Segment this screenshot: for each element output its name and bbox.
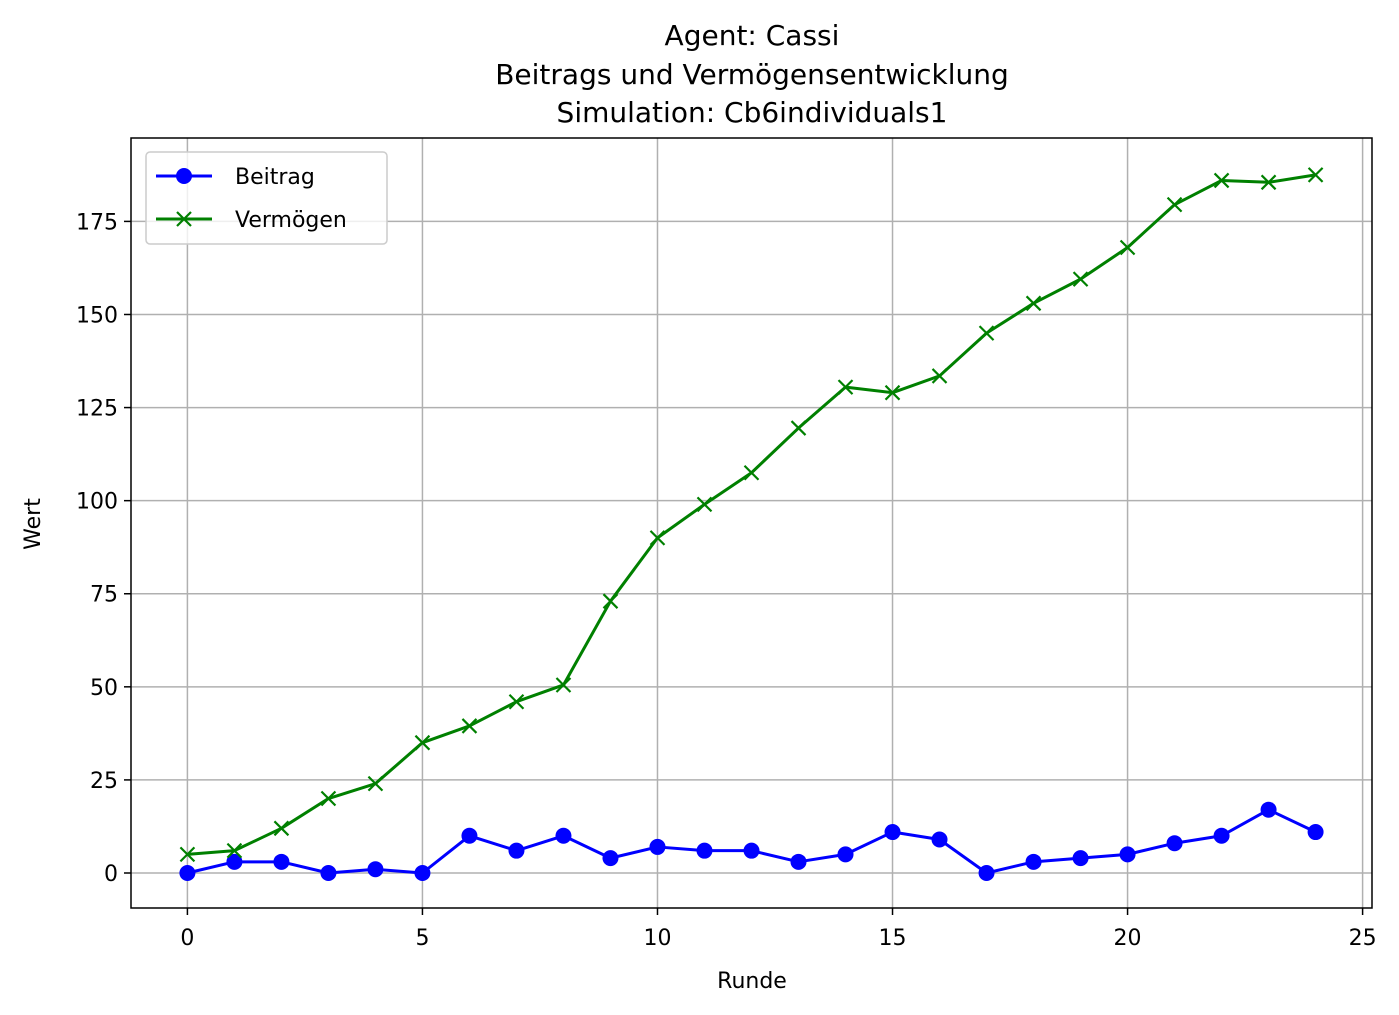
- data-point-vermoegen: [649, 530, 666, 546]
- legend-label-beitrag: Beitrag: [235, 165, 315, 190]
- data-point-beitrag: [273, 853, 290, 870]
- data-point-beitrag: [1072, 850, 1089, 867]
- data-point-beitrag: [837, 846, 854, 863]
- data-point-beitrag: [555, 827, 572, 844]
- data-point-vermoegen: [508, 693, 525, 710]
- data-point-beitrag: [743, 842, 760, 859]
- data-point-beitrag: [508, 842, 525, 859]
- y-tick-label: 50: [90, 676, 118, 701]
- y-tick-label: 100: [76, 490, 118, 515]
- data-point-vermoegen: [414, 734, 431, 751]
- data-point-vermoegen: [837, 379, 854, 395]
- ticks: 0 5 10 15 20 25 0 25 50 75 100 125 150 175: [76, 210, 1377, 951]
- x-tick-label: 20: [1114, 926, 1142, 951]
- data-point-beitrag: [1166, 835, 1183, 852]
- data-point-beitrag: [320, 865, 337, 881]
- y-axis-label: Wert: [21, 498, 46, 550]
- data-point-beitrag: [1119, 846, 1136, 863]
- data-point-beitrag: [884, 824, 901, 841]
- y-tick-label: 75: [90, 583, 118, 608]
- grid: [131, 138, 1372, 908]
- y-tick-label: 175: [76, 210, 118, 235]
- y-tick-label: 25: [90, 769, 118, 794]
- data-point-vermoegen: [1025, 295, 1042, 312]
- data-point-beitrag: [367, 861, 384, 878]
- data-point-beitrag: [931, 831, 948, 848]
- legend: Beitrag Vermögen: [145, 151, 388, 245]
- data-point-beitrag: [649, 838, 666, 855]
- data-point-vermoegen: [461, 718, 478, 734]
- x-axis-label: Runde: [717, 969, 787, 994]
- chart-title-line-2: Beitrags und Vermögensentwicklung: [495, 58, 1009, 91]
- legend-marker-beitrag: [176, 168, 192, 184]
- data-point-beitrag: [602, 850, 619, 867]
- chart-title: Agent: Cassi Beitrags und Vermögensentwi…: [495, 19, 1009, 129]
- data-point-vermoegen: [696, 496, 713, 513]
- data-point-vermoegen: [226, 842, 243, 859]
- data-point-beitrag: [226, 853, 243, 870]
- data-point-beitrag: [1307, 824, 1324, 841]
- plot-frame: [130, 137, 1373, 909]
- data-point-vermoegen: [1213, 172, 1230, 189]
- chart-title-line-3: Simulation: Cb6individuals1: [557, 96, 948, 129]
- data-point-beitrag: [978, 865, 995, 881]
- series-line-beitrag: [187, 808, 1317, 875]
- data-point-vermoegen: [273, 820, 290, 837]
- data-point-vermoegen: [602, 593, 619, 609]
- data-point-vermoegen: [931, 368, 948, 384]
- data-point-vermoegen: [179, 846, 196, 863]
- data-point-beitrag: [1025, 853, 1042, 870]
- data-point-beitrag: [179, 865, 196, 881]
- data-point-beitrag: [1213, 827, 1230, 844]
- y-tick-label: 0: [104, 862, 118, 887]
- x-tick-label: 0: [180, 926, 194, 951]
- series: [179, 167, 1324, 881]
- data-point-vermoegen: [1166, 196, 1183, 213]
- data-point-beitrag: [790, 853, 807, 870]
- series-line-vermoegen: [187, 173, 1316, 856]
- legend-label-vermoegen: Vermögen: [235, 208, 347, 233]
- series-beitrag: [179, 801, 1324, 881]
- x-tick-label: 15: [879, 926, 907, 951]
- series-vermoegen: [179, 167, 1324, 863]
- data-point-vermoegen: [1307, 167, 1324, 183]
- data-point-vermoegen: [790, 420, 807, 436]
- data-point-vermoegen: [743, 464, 760, 481]
- chart-title-line-1: Agent: Cassi: [665, 19, 840, 52]
- data-point-beitrag: [414, 865, 431, 881]
- data-point-beitrag: [461, 827, 478, 844]
- data-point-vermoegen: [884, 384, 901, 401]
- data-point-vermoegen: [978, 325, 995, 341]
- legend-marker-vermoegen: [176, 211, 192, 227]
- data-point-beitrag: [1260, 801, 1277, 818]
- y-tick-label: 150: [76, 303, 118, 328]
- data-point-vermoegen: [320, 790, 337, 807]
- data-point-vermoegen: [1119, 239, 1136, 256]
- y-tick-label: 125: [76, 397, 118, 422]
- x-tick-label: 25: [1349, 926, 1377, 951]
- data-point-beitrag: [696, 842, 713, 859]
- data-point-vermoegen: [1260, 174, 1277, 191]
- data-point-vermoegen: [1072, 271, 1089, 287]
- data-point-vermoegen: [367, 775, 384, 792]
- x-tick-label: 5: [415, 926, 429, 951]
- x-tick-label: 10: [643, 926, 671, 951]
- data-point-vermoegen: [555, 677, 572, 693]
